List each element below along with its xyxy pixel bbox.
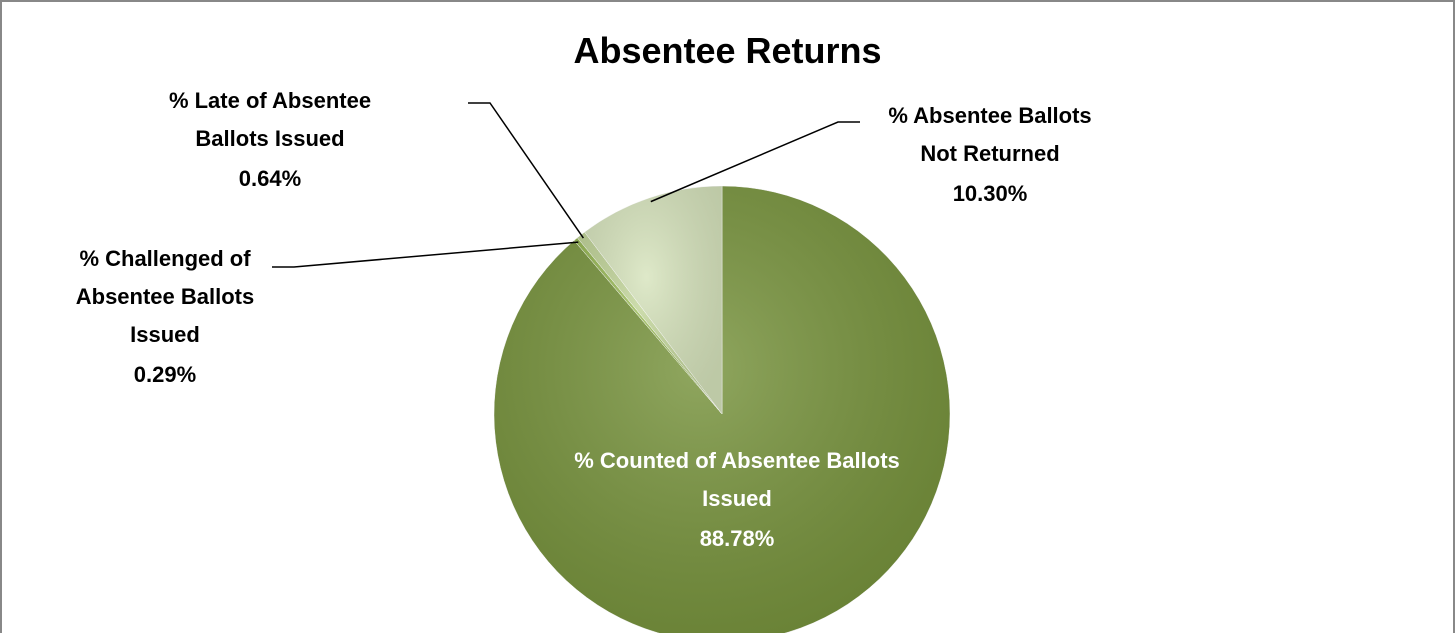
slice-shade [494, 186, 950, 633]
value-label: 0.64% [238, 166, 302, 191]
value-label: 88.78% [699, 526, 775, 551]
slice-label: % Counted of Absentee Ballots Issued [574, 448, 900, 511]
slice-shade [584, 186, 722, 414]
value-label: 10.30% [952, 181, 1028, 206]
chart-title: Absentee Returns [573, 30, 882, 71]
leader-line [468, 102, 585, 239]
leader-line [272, 241, 579, 268]
slice-label: % Absentee Ballots Not Returned [888, 103, 1092, 166]
slice-label: % Challenged of Absentee Ballots Issued [75, 246, 255, 347]
slice-shade [574, 237, 722, 414]
leader-line [650, 121, 860, 203]
slice-label: % Late of Absentee Ballots Issued [168, 88, 372, 151]
slice-shade [577, 232, 722, 414]
value-label: 0.29% [133, 362, 197, 387]
